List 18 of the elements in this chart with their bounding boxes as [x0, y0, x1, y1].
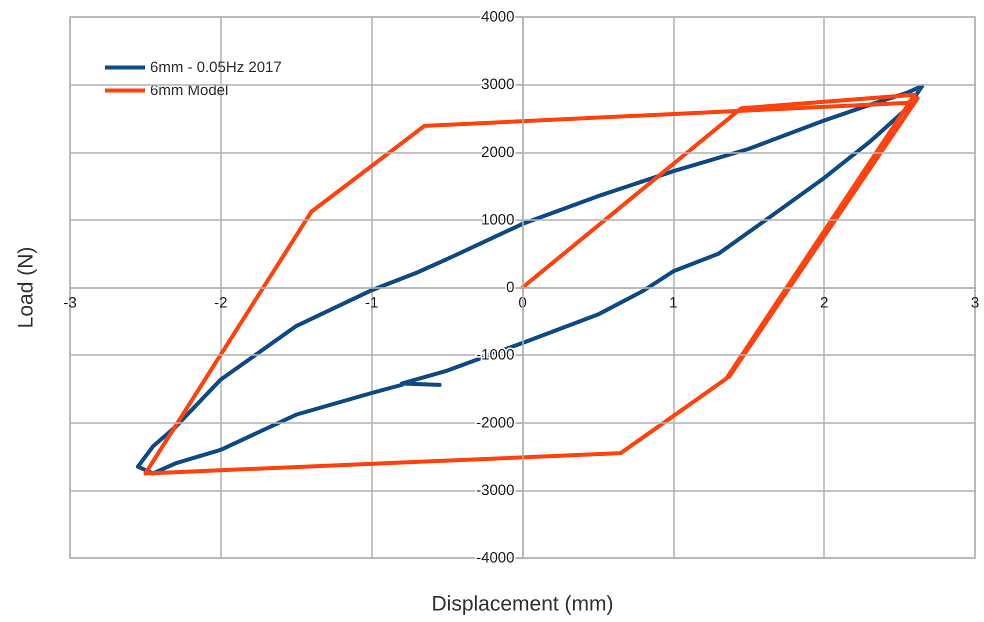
y-axis-title: Load (N) [14, 246, 38, 328]
y-tick-label: -2000 [476, 414, 514, 432]
y-tick-label: 4000 [481, 8, 514, 26]
x-tick-label: 1 [669, 294, 678, 312]
y-tick-label: -4000 [476, 550, 514, 566]
y-tick-label: 1000 [481, 211, 514, 228]
x-axis-title: Displacement (mm) [431, 592, 614, 616]
x-tick-label: -2 [214, 294, 228, 312]
x-tick-label: 2 [820, 294, 828, 312]
y-tick-label: -3000 [476, 482, 514, 499]
x-tick-label: -3 [63, 294, 77, 312]
x-tick-label: 3 [970, 294, 980, 312]
y-tick-label: 2000 [481, 144, 514, 161]
x-tick-label: -1 [364, 294, 378, 312]
y-tick-label: 3000 [481, 76, 514, 94]
legend-label: 6mm Model [150, 82, 228, 99]
legend-label: 6mm - 0.05Hz 2017 [150, 59, 282, 76]
y-tick-label: 0 [506, 279, 514, 296]
